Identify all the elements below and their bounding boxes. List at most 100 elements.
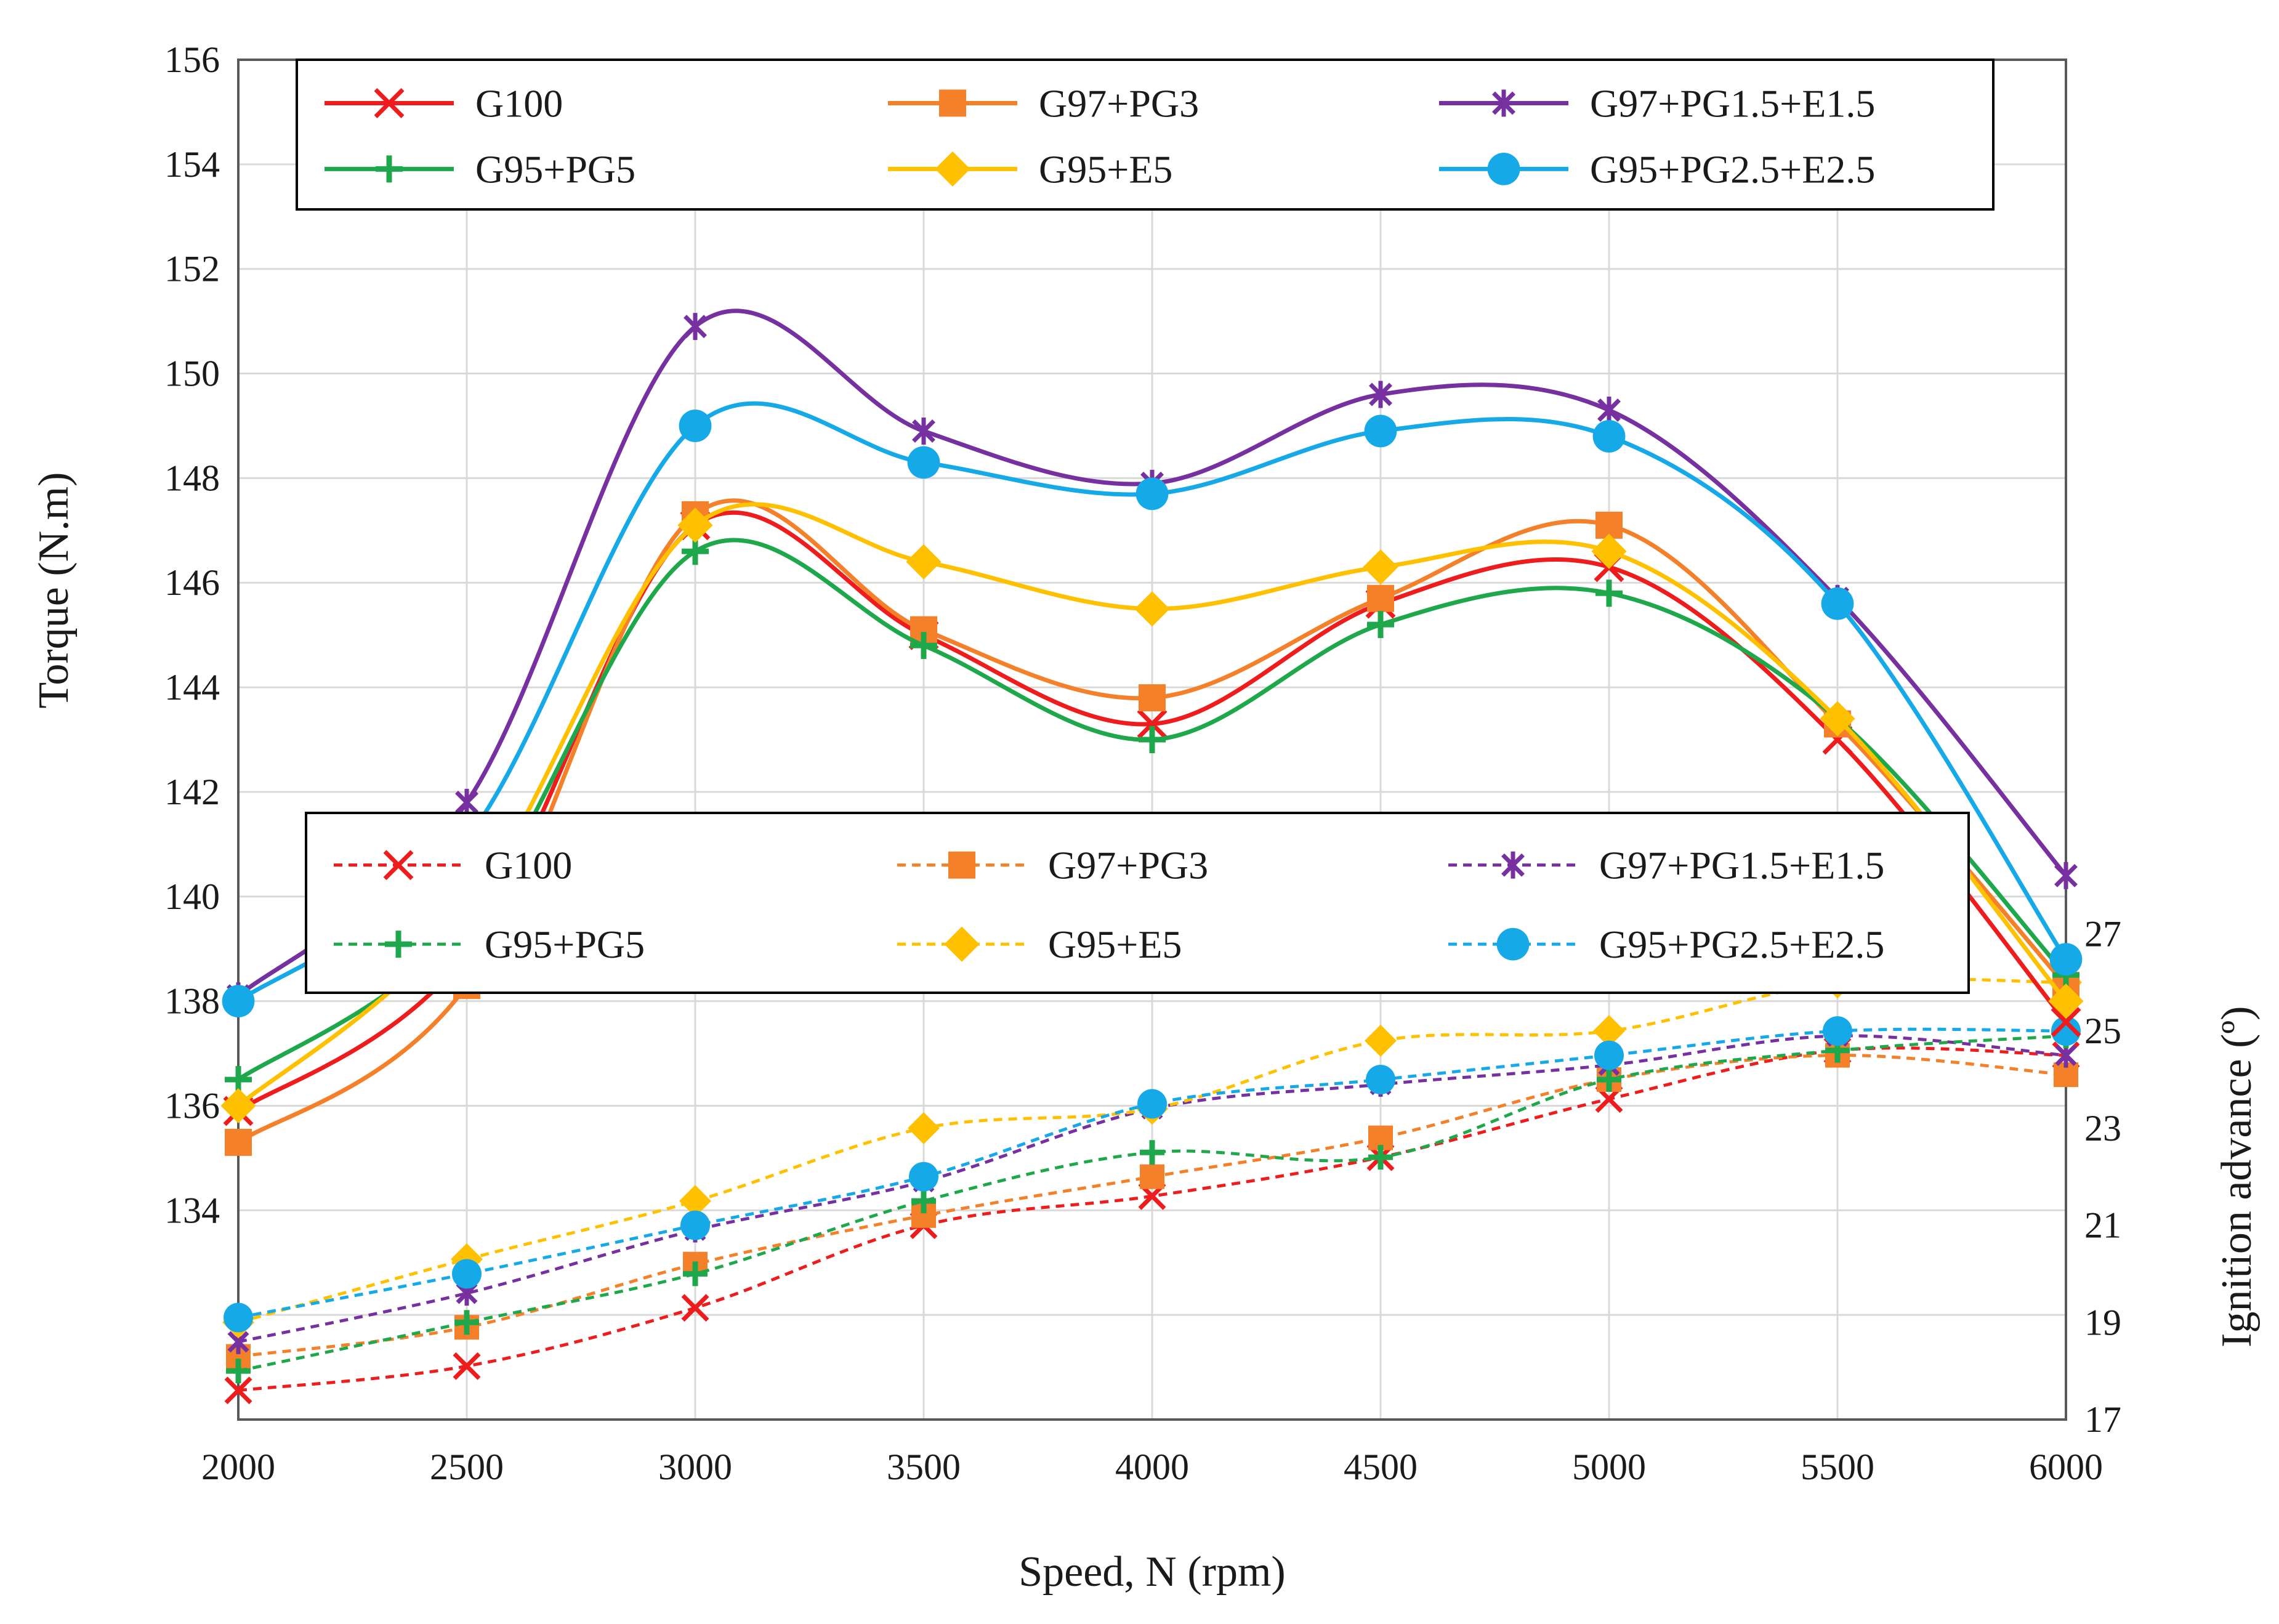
ignition-series-g95-pg2-5-e2-5 [224,1016,2081,1333]
torque-point-g95-pg2-5-e2-5 [907,446,940,479]
torque-point-g95-pg5 [1367,611,1394,639]
ignition-point-g95-pg5 [1140,1140,1164,1165]
y-left-tick-label: 146 [164,562,220,603]
ignition-point-g95-pg5 [911,1189,936,1214]
ignition-point-g95-e5 [1593,1015,1625,1048]
legend-entry-g95-pg2-5-e2-5: G95+PG2.5+E2.5 [1439,147,1875,191]
torque-point-g95-pg2-5-e2-5 [222,985,255,1018]
y-left-tick-label: 142 [164,772,220,812]
legend-entry-g97-pg1-5-e1-5: G97+PG1.5+E1.5 [1448,844,1884,887]
legend-entry-g97-pg3: G97+PG3 [897,844,1208,887]
legend-entry-g95-pg2-5-e2-5: G95+PG2.5+E2.5 [1448,923,1884,966]
ignition-point-g95-pg2-5-e2-5 [1137,1089,1167,1119]
torque-point-g95-e5 [1591,533,1627,569]
ignition-point-g95-e5 [679,1185,711,1218]
torque-point-g97-pg1-5-e1-5 [684,313,707,341]
torque-point-g95-e5 [2048,984,2084,1019]
x-tick-label: 3000 [658,1447,732,1487]
legend-entry-g97-pg1-5-e1-5: G97+PG1.5+E1.5 [1439,81,1875,125]
y-right-tick-label: 21 [2084,1205,2121,1246]
legend-box [296,59,1995,211]
legend-swatch-marker [374,87,405,118]
y-left-tick-label: 144 [164,667,220,708]
ignition-point-g95-pg2-5-e2-5 [680,1210,710,1240]
legend-swatch-marker [939,89,966,117]
y-right-tick-label: 25 [2084,1011,2121,1051]
torque-line-g97-pg1-5-e1-5 [236,309,2068,998]
legend-label: G95+E5 [1048,923,1182,966]
y-left-tick-label: 134 [164,1190,220,1230]
legend-entry-g95-e5: G95+E5 [897,923,1182,966]
axes-layer: 134 136 138 140 142 144 146 148 150 152 154 156 17 19… [164,39,2121,1487]
y-left-tick-label: 136 [164,1085,220,1126]
torque-point-g95-pg5 [910,632,937,660]
torque-point-g95-pg2-5-e2-5 [1821,587,1854,620]
ignition-point-g100 [681,1294,709,1322]
ignition-point-g95-pg2-5-e2-5 [1594,1040,1624,1070]
ignition-point-g95-pg2-5-e2-5 [452,1259,482,1289]
legend-swatch-marker [1496,927,1530,961]
legend-label: G97+PG1.5+E1.5 [1599,844,1884,887]
legend-swatch-marker [948,851,975,879]
ignition-point-g95-pg5 [1597,1067,1621,1092]
ignition-point-g97-pg3 [1140,1164,1164,1189]
torque-point-g95-e5 [1363,549,1398,585]
legend-label: G95+PG5 [485,923,645,966]
x-tick-label: 3500 [887,1447,961,1487]
ignition-point-g95-pg5 [454,1310,479,1335]
legend-box [305,812,1970,994]
x-tick-label: 6000 [2029,1447,2103,1487]
legend-label: G95+PG2.5+E2.5 [1599,923,1884,966]
y-axis-right-title: Ignition advance (º) [2213,1006,2261,1347]
torque-point-g97-pg3 [1367,584,1394,612]
legend-entry-g100: G100 [325,81,563,125]
legend-label: G97+PG3 [1039,81,1199,125]
torque-series-g95-pg2-5-e2-5 [222,401,2083,1018]
x-tick-label: 2000 [201,1447,275,1487]
legend-entry-g97-pg3: G97+PG3 [888,81,1199,125]
legend-swatch-marker [376,155,403,183]
torque-point-g95-pg2-5-e2-5 [1592,420,1626,453]
torque-point-g95-e5 [1134,591,1170,627]
y-left-tick-label: 150 [164,353,220,394]
y-right-tick-label: 27 [2084,913,2121,954]
torque-point-g95-pg2-5-e2-5 [2049,943,2083,976]
legend-swatch-marker [385,931,412,958]
y-left-tick-label: 156 [164,39,220,80]
torque-point-g95-e5 [220,1088,256,1124]
torque-point-g97-pg1-5-e1-5 [1369,381,1392,408]
ignition-point-g95-pg2-5-e2-5 [224,1303,253,1333]
ignition-point-g95-pg2-5-e2-5 [1823,1016,1852,1046]
torque-point-g95-e5 [906,544,942,580]
legend-swatch-marker [935,151,970,187]
legend-label: G95+PG5 [475,147,635,191]
ignition-point-g95-e5 [908,1112,940,1144]
legend-label: G100 [485,844,572,887]
ignition-series-layer [222,966,2082,1405]
torque-point-g97-pg1-5-e1-5 [2054,862,2078,889]
legend-entry-g95-pg5: G95+PG5 [334,923,645,966]
ignition-point-g100 [224,1376,252,1405]
torque-point-g97-pg3 [225,1128,252,1156]
ignition-point-g95-pg5 [683,1261,708,1287]
legend-ignition: G100 G97+PG3 G97+PG1.5+E1.5 G95+PG5 G95+E5 G9… [305,812,1970,994]
y-left-tick-label: 138 [164,981,220,1022]
legend-swatch-marker [1501,851,1525,879]
torque-point-g95-pg2-5-e2-5 [679,410,712,442]
torque-point-g95-pg5 [1595,580,1623,607]
torque-point-g95-e5 [677,507,713,543]
legend-label: G95+PG2.5+E2.5 [1590,147,1875,191]
legend-label: G100 [475,81,563,125]
legend-swatch-marker [1487,152,1520,185]
ignition-point-g95-pg2-5-e2-5 [909,1161,938,1192]
ignition-point-g100 [453,1352,481,1380]
legend-swatch-marker [383,850,414,881]
ignition-line-g95-pg5 [238,1034,2067,1373]
ignition-point-g95-pg2-5-e2-5 [1366,1065,1395,1094]
x-axis-title: Speed, N (rpm) [1018,1548,1286,1596]
torque-point-g95-e5 [1820,701,1855,737]
legend-entry-g100: G100 [334,844,572,887]
x-tick-label: 5500 [1801,1447,1874,1487]
